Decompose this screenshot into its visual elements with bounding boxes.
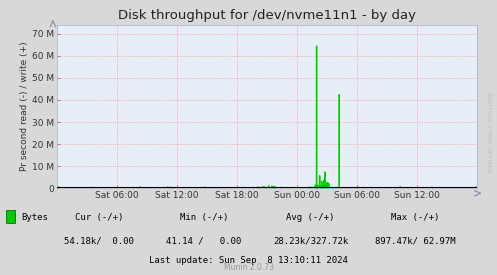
- Text: Last update: Sun Sep  8 13:10:11 2024: Last update: Sun Sep 8 13:10:11 2024: [149, 256, 348, 265]
- Text: Min (-/+): Min (-/+): [179, 213, 228, 222]
- Text: 54.18k/  0.00: 54.18k/ 0.00: [65, 236, 134, 245]
- Text: 41.14 /   0.00: 41.14 / 0.00: [166, 236, 242, 245]
- Text: 897.47k/ 62.97M: 897.47k/ 62.97M: [375, 236, 455, 245]
- Y-axis label: Pr second read (-) / write (+): Pr second read (-) / write (+): [20, 42, 29, 171]
- Text: Max (-/+): Max (-/+): [391, 213, 439, 222]
- Text: Bytes: Bytes: [21, 213, 48, 222]
- Text: 28.23k/327.72k: 28.23k/327.72k: [273, 236, 348, 245]
- Text: Avg (-/+): Avg (-/+): [286, 213, 335, 222]
- Title: Disk throughput for /dev/nvme11n1 - by day: Disk throughput for /dev/nvme11n1 - by d…: [118, 9, 416, 22]
- Text: Munin 2.0.73: Munin 2.0.73: [224, 263, 273, 272]
- Text: Cur (-/+): Cur (-/+): [75, 213, 124, 222]
- Text: RRDTOOL / TOBI OETIKER: RRDTOOL / TOBI OETIKER: [486, 92, 491, 172]
